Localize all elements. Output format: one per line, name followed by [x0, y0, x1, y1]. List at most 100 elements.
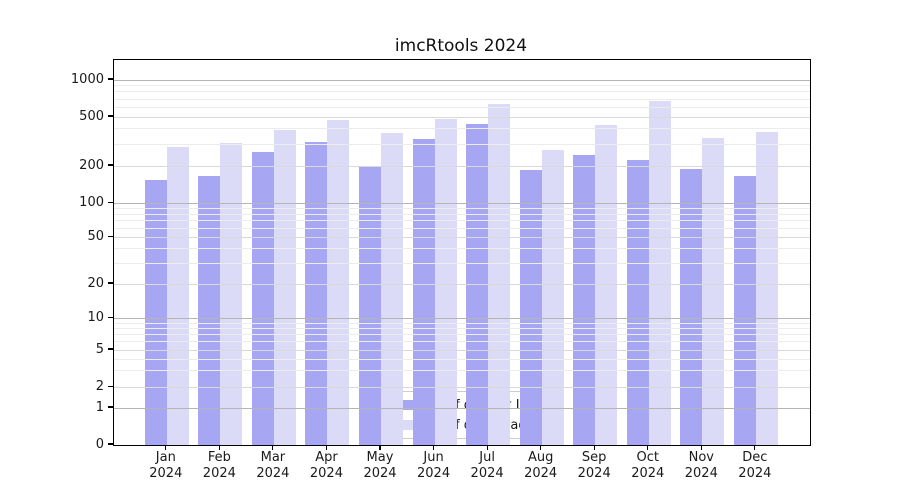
gridline — [114, 328, 810, 330]
gridline — [114, 370, 810, 372]
x-tick-month: Nov — [688, 450, 714, 465]
y-axis-tick-mark — [108, 385, 113, 388]
x-tick-year: 2024 — [524, 465, 558, 481]
x-tick-year: 2024 — [149, 465, 183, 481]
y-axis-tick-label: 10 — [87, 310, 104, 325]
y-axis-tick-label: 200 — [79, 157, 104, 173]
bar-ips — [305, 141, 328, 445]
bar-ips — [466, 124, 489, 445]
x-tick-year: 2024 — [470, 465, 504, 481]
y-axis-tick-mark — [108, 316, 113, 319]
x-axis-tick-label: Sep 2024 — [564, 450, 624, 481]
gridlines-layer — [114, 60, 810, 445]
x-tick-month: Oct — [636, 450, 659, 465]
gridline — [114, 407, 810, 409]
x-tick-month: Dec — [742, 450, 768, 465]
y-axis-tick-label: 20 — [87, 275, 104, 291]
x-tick-month: Jun — [423, 450, 444, 465]
gridline — [114, 91, 810, 93]
x-axis-tick-mark — [486, 445, 488, 450]
x-tick-month: Aug — [527, 450, 554, 465]
gridline — [114, 165, 810, 167]
x-tick-year: 2024 — [256, 465, 290, 481]
y-axis-tick-label: 1 — [95, 399, 104, 415]
x-axis-tick-mark — [325, 445, 328, 450]
x-axis-tick-mark — [754, 445, 756, 450]
bar-ips — [198, 176, 221, 445]
bar-downloads — [755, 131, 778, 445]
gridline — [114, 128, 810, 130]
gridline — [114, 228, 810, 230]
x-axis-tick-mark — [379, 445, 381, 450]
y-axis-tick-mark — [108, 115, 113, 117]
gridline — [114, 116, 810, 118]
x-tick-year: 2024 — [309, 465, 343, 481]
bar-downloads — [327, 120, 350, 445]
y-axis-tick-mark — [108, 282, 113, 284]
bar-ips — [359, 166, 381, 445]
x-axis-tick-mark — [165, 445, 167, 450]
x-tick-year: 2024 — [577, 465, 611, 481]
y-axis-tick-label: 1000 — [70, 71, 104, 87]
y-axis-tick-mark — [108, 235, 113, 238]
x-axis-tick-label: Dec 2024 — [725, 450, 785, 481]
bar-ips — [144, 179, 167, 445]
y-axis-tick-mark — [108, 164, 113, 166]
gridline — [114, 283, 810, 285]
gridline — [114, 341, 810, 343]
y-axis-tick-mark — [108, 348, 113, 350]
plot-area — [113, 59, 811, 446]
gridline — [114, 387, 810, 388]
x-axis-tick-label: Aug 2024 — [511, 450, 571, 481]
bar-ips — [733, 176, 756, 445]
x-tick-year: 2024 — [417, 465, 451, 481]
x-tick-year: 2024 — [363, 465, 397, 481]
gridline — [114, 143, 810, 145]
bar-downloads — [220, 143, 243, 445]
x-tick-month: Jan — [155, 450, 176, 465]
x-tick-month: Mar — [260, 450, 286, 465]
bar-downloads — [488, 103, 511, 445]
gridline — [114, 213, 810, 215]
gridline — [114, 334, 810, 336]
gridline — [114, 237, 810, 238]
x-tick-year: 2024 — [631, 465, 665, 481]
bar-downloads — [381, 133, 403, 445]
gridline — [114, 248, 810, 250]
bar-ips — [680, 169, 703, 445]
y-axis-tick-mark — [108, 443, 113, 445]
bar-downloads — [595, 125, 618, 445]
y-axis-tick-mark — [108, 78, 113, 80]
chart-title: imcRtools 2024 — [394, 36, 528, 56]
x-axis-tick-mark — [647, 445, 649, 450]
bar-ips — [251, 151, 274, 445]
x-axis-tick-label: Jan 2024 — [136, 450, 196, 481]
x-axis-tick-label: May 2024 — [350, 450, 410, 481]
x-axis-tick-label: Apr 2024 — [296, 450, 356, 481]
gridline — [114, 349, 810, 351]
y-axis-tick-label: 2 — [95, 379, 104, 394]
x-axis-tick-label: Jun 2024 — [404, 450, 464, 481]
x-axis-tick-mark — [593, 445, 595, 450]
gridline — [114, 203, 810, 204]
gridline — [114, 85, 810, 87]
x-axis-tick-label: Oct 2024 — [618, 450, 678, 481]
y-axis-tick-mark — [108, 201, 113, 204]
y-axis-tick-label: 0 — [95, 436, 104, 452]
gridline — [114, 318, 810, 319]
bar-ips — [519, 170, 542, 445]
gridline — [114, 208, 810, 210]
x-axis-tick-label: Feb 2024 — [189, 450, 249, 481]
gridline — [114, 220, 810, 222]
bars-layer — [114, 60, 810, 445]
x-axis-tick-label: Jul 2024 — [457, 450, 517, 481]
bar-downloads — [434, 119, 457, 445]
x-tick-year: 2024 — [202, 465, 236, 481]
bar-ips — [626, 160, 649, 445]
x-axis-tick-mark — [540, 445, 542, 450]
gridline — [114, 98, 810, 100]
bar-ips — [573, 155, 596, 445]
gridline — [114, 79, 810, 81]
x-tick-year: 2024 — [738, 465, 772, 481]
